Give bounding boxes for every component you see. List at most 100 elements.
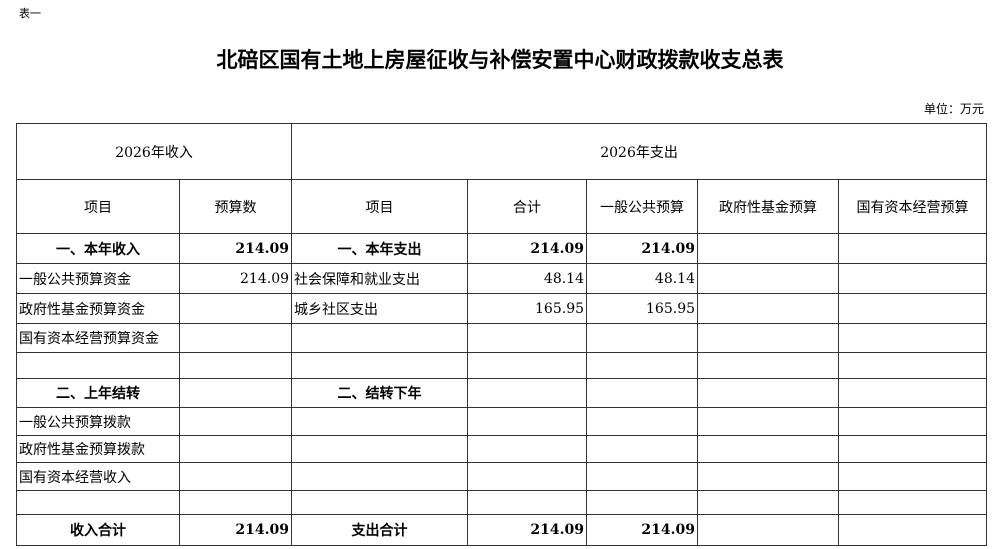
amount-cell <box>697 352 840 379</box>
item-cell: 二、上年结转 <box>16 378 180 408</box>
amount-cell <box>178 435 293 463</box>
item-cell: 收入合计 <box>16 514 180 546</box>
table-row <box>16 352 988 379</box>
table-row: 一般公共预算资金 214.09 社会保障和就业支出 48.14 48.14 <box>16 263 988 294</box>
amount-cell <box>467 407 588 436</box>
amount-cell <box>697 514 840 546</box>
unit-label: 单位：万元 <box>923 102 984 116</box>
item-cell: 一、本年支出 <box>291 233 469 264</box>
item-cell <box>291 323 469 353</box>
amount-cell <box>586 378 699 408</box>
amount-cell <box>838 352 988 379</box>
amount-cell <box>838 293 988 324</box>
amount-cell <box>586 352 699 379</box>
item-cell <box>16 352 180 379</box>
table-row: 一、本年收入 214.09 一、本年支出 214.09 214.09 <box>16 233 988 264</box>
budget-table: 2026年收入 2026年支出 项目 预算数 项目 合计 一般公共预算 政府性基金预算 国有资… <box>15 123 988 546</box>
amount-cell <box>178 378 293 408</box>
amount-cell <box>697 462 840 491</box>
expense-header: 2026年支出 <box>291 123 988 180</box>
amount-cell <box>178 490 293 515</box>
item-cell <box>291 490 469 515</box>
column-header: 一般公共预算 <box>586 179 699 234</box>
column-header: 预算数 <box>178 179 293 234</box>
item-cell: 社会保障和就业支出 <box>291 263 469 294</box>
amount-cell <box>838 514 988 546</box>
table-row: 国有资本经营预算资金 <box>16 323 988 353</box>
column-header: 项目 <box>16 179 180 234</box>
amount-cell: 214.09 <box>586 233 699 264</box>
item-cell <box>291 462 469 491</box>
table-row <box>16 490 988 515</box>
amount-cell <box>586 490 699 515</box>
amount-cell <box>467 352 588 379</box>
income-header: 2026年收入 <box>15 123 293 180</box>
column-header: 政府性基金预算 <box>697 179 840 234</box>
amount-cell <box>838 490 988 515</box>
table-row: 国有资本经营收入 <box>16 462 988 491</box>
page-title: 北碚区国有土地上房屋征收与补偿安置中心财政拨款收支总表 <box>216 47 784 72</box>
amount-cell <box>467 378 588 408</box>
item-cell <box>291 352 469 379</box>
item-cell: 政府性基金预算资金 <box>16 293 180 324</box>
table-row: 一般公共预算拨款 <box>16 407 988 436</box>
amount-cell: 214.09 <box>178 233 293 264</box>
amount-cell <box>586 435 699 463</box>
amount-cell <box>467 323 588 353</box>
amount-cell <box>586 462 699 491</box>
amount-cell <box>178 323 293 353</box>
amount-cell <box>838 435 988 463</box>
table-row: 政府性基金预算拨款 <box>16 435 988 463</box>
amount-cell <box>697 233 840 264</box>
item-cell: 二、结转下年 <box>291 378 469 408</box>
item-cell <box>16 490 180 515</box>
amount-cell <box>838 263 988 294</box>
column-header: 项目 <box>291 179 469 234</box>
item-cell: 一般公共预算拨款 <box>16 407 180 436</box>
amount-cell: 165.95 <box>586 293 699 324</box>
item-cell: 城乡社区支出 <box>291 293 469 324</box>
table-row: 二、上年结转 二、结转下年 <box>16 378 988 408</box>
table-row: 收入合计 214.09 支出合计 214.09 214.09 <box>16 514 988 546</box>
amount-cell <box>838 323 988 353</box>
amount-cell <box>467 435 588 463</box>
item-cell: 国有资本经营预算资金 <box>16 323 180 353</box>
amount-cell <box>178 293 293 324</box>
amount-cell: 214.09 <box>467 233 588 264</box>
table-row: 政府性基金预算资金 城乡社区支出 165.95 165.95 <box>16 293 988 324</box>
amount-cell: 214.09 <box>178 514 293 546</box>
amount-cell: 165.95 <box>467 293 588 324</box>
amount-cell <box>467 462 588 491</box>
table-number: 表一 <box>19 7 41 20</box>
amount-cell <box>586 407 699 436</box>
column-header: 合计 <box>467 179 588 234</box>
amount-cell <box>697 263 840 294</box>
amount-cell <box>697 490 840 515</box>
amount-cell: 214.09 <box>467 514 588 546</box>
item-cell: 政府性基金预算拨款 <box>16 435 180 463</box>
item-cell: 一、本年收入 <box>16 233 180 264</box>
amount-cell <box>838 233 988 264</box>
amount-cell <box>697 378 840 408</box>
amount-cell: 214.09 <box>586 514 699 546</box>
amount-cell <box>838 462 988 491</box>
amount-cell: 214.09 <box>178 263 293 294</box>
amount-cell <box>697 435 840 463</box>
amount-cell <box>178 462 293 491</box>
amount-cell <box>697 323 840 353</box>
item-cell: 一般公共预算资金 <box>16 263 180 294</box>
amount-cell: 48.14 <box>586 263 699 294</box>
item-cell <box>291 407 469 436</box>
amount-cell <box>586 323 699 353</box>
amount-cell <box>838 407 988 436</box>
item-cell: 支出合计 <box>291 514 469 546</box>
item-cell: 国有资本经营收入 <box>16 462 180 491</box>
item-cell <box>291 435 469 463</box>
amount-cell: 48.14 <box>467 263 588 294</box>
column-header: 国有资本经营预算 <box>838 179 988 234</box>
amount-cell <box>838 378 988 408</box>
amount-cell <box>467 490 588 515</box>
amount-cell <box>178 352 293 379</box>
amount-cell <box>697 293 840 324</box>
amount-cell <box>178 407 293 436</box>
